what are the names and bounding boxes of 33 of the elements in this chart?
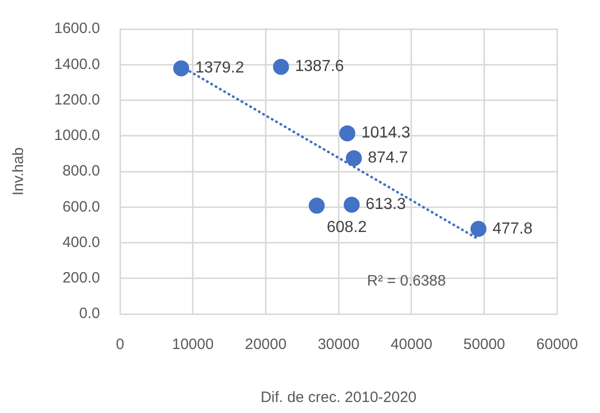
y-tick-label: 600.0: [62, 198, 100, 216]
data-label: 1014.3: [361, 124, 410, 142]
data-label: 1379.2: [195, 60, 244, 77]
y-tick-label: 400.0: [62, 234, 100, 251]
point: [346, 150, 362, 166]
y-tick-label: 0.0: [79, 305, 100, 322]
y-tick-label: 1400.0: [54, 56, 100, 73]
y-tick-label: 1200.0: [54, 91, 100, 108]
point: [173, 60, 190, 76]
point: [344, 196, 360, 213]
x-tick-label: 30000: [318, 336, 360, 354]
data-label: 613.3: [366, 196, 406, 214]
point: [273, 58, 290, 75]
point: [470, 220, 486, 237]
x-tick-label: 50000: [463, 336, 506, 354]
x-tick-label: 0: [116, 336, 124, 354]
x-tick-label: 10000: [172, 336, 214, 354]
x-axis-title: Dif. de crec. 2010-2020: [260, 389, 417, 406]
point: [308, 198, 325, 214]
y-tick-label: 800.0: [62, 162, 100, 180]
y-tick-label: 200.0: [62, 270, 100, 287]
data-label: 1387.6: [295, 58, 344, 76]
data-label: 477.8: [492, 220, 533, 238]
point: [339, 125, 356, 142]
x-tick-label: 20000: [244, 336, 287, 354]
data-label: 874.7: [368, 150, 408, 167]
y-tick-label: 1000.0: [54, 127, 100, 144]
data-label: 608.2: [326, 219, 367, 236]
x-tick-label: 60000: [536, 336, 578, 354]
y-axis-title: Inv.hab: [10, 147, 28, 196]
y-tick-label: 1600.0: [54, 20, 100, 38]
x-tick-label: 40000: [390, 336, 432, 354]
annotation: R² = 0.6388: [367, 272, 446, 290]
